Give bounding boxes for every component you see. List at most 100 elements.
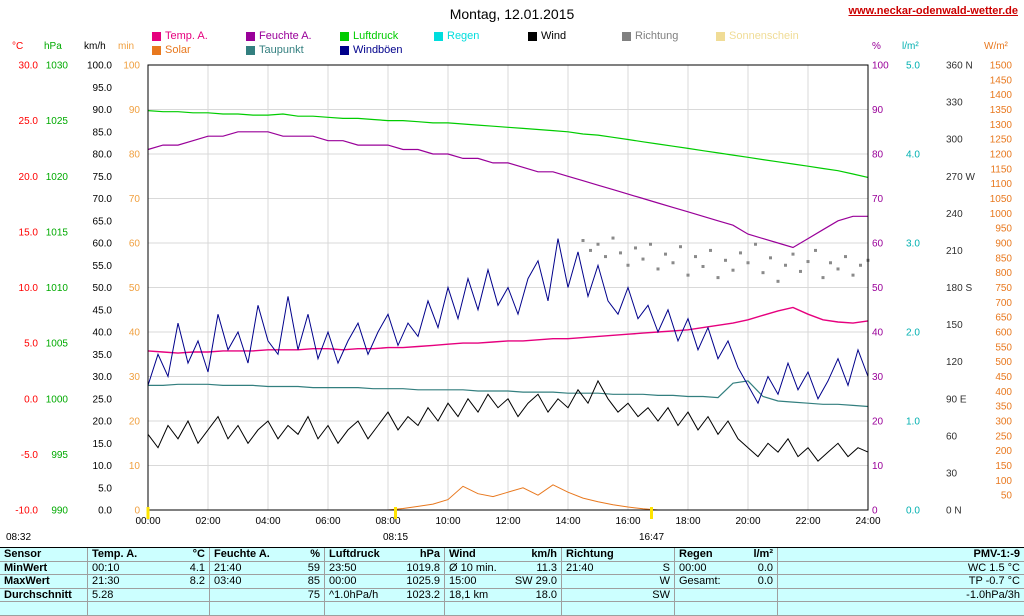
chart-text: 16:47 (639, 532, 664, 543)
legend-label: Wind (541, 30, 567, 42)
chart-text: 1350 (990, 105, 1013, 116)
direction-point (776, 279, 780, 283)
chart-text: 95.0 (93, 83, 113, 94)
chart-text: 350 (995, 402, 1012, 413)
chart-text: 270 W (946, 172, 975, 183)
table-header-sensor: Sensor (0, 548, 88, 562)
chart-text: 25.0 (93, 394, 113, 405)
chart-text: 80 (872, 150, 884, 161)
legend-row-1: Temp. A. Feuchte A. Luftdruck Regen Wind Rich… (152, 30, 810, 42)
weather-chart: 30.025.020.015.010.05.00.0-5.0-10.0°C103… (6, 41, 1013, 543)
chart-text: 15.0 (93, 439, 113, 450)
chart-text: 1500 (990, 61, 1013, 72)
table-filler-cell (562, 602, 675, 616)
table-cell-maxwert-0: 21:30 8.2 (88, 575, 210, 589)
chart-text: 55.0 (93, 261, 113, 272)
chart-text: 150 (995, 461, 1012, 472)
chart-text: 75.0 (93, 172, 113, 183)
chart-text: 1200 (990, 150, 1013, 161)
chart-text: 450 (995, 372, 1012, 383)
chart-text: 990 (51, 506, 68, 517)
chart-text: 250 (995, 431, 1012, 442)
chart-text: 20:00 (735, 516, 760, 527)
table-filler-cell (88, 602, 210, 616)
chart-text: 35.0 (93, 350, 113, 361)
chart-text: 50 (1001, 491, 1013, 502)
chart-text: 50 (129, 283, 141, 294)
chart-text: 850 (995, 253, 1012, 264)
chart-text: 50.0 (93, 283, 113, 294)
chart-text: 40 (872, 328, 884, 339)
chart-text: 1150 (990, 164, 1012, 175)
direction-point (851, 273, 855, 277)
page-title: Montag, 12.01.2015 (449, 6, 575, 22)
chart-text: 650 (995, 313, 1012, 324)
table-filler-cell (675, 602, 778, 616)
series-temp-a- (147, 306, 869, 354)
chart-text: 04:00 (255, 516, 280, 527)
legend-label: Windböen (353, 44, 403, 56)
table-header-col-1: Feuchte A.% (210, 548, 325, 562)
table-header-col-5: Regen l/m² (675, 548, 778, 562)
chart-text: 30 (872, 372, 884, 383)
chart-text: 10.0 (19, 283, 39, 294)
legend-item-regen: Regen (434, 30, 528, 42)
chart-text: 00:00 (135, 516, 160, 527)
table-header-col-2: Luftdruck hPa (325, 548, 445, 562)
chart-text: 08:32 (6, 532, 31, 543)
direction-point (829, 261, 832, 265)
chart-text: 70.0 (93, 194, 113, 205)
chart-text: 60 (872, 239, 884, 250)
table-filler-cell (210, 602, 325, 616)
chart-text: 90 (129, 105, 141, 116)
chart-text: 100 (872, 61, 889, 72)
chart-text: 14:00 (555, 516, 580, 527)
chart-text: 25.0 (19, 116, 39, 127)
chart-text: 40.0 (93, 328, 113, 339)
chart-text: 3.0 (906, 239, 920, 250)
stats-table: Sensor Temp. A. °C Feuchte A.% Luftdruck hPa W… (0, 547, 1024, 616)
website-link[interactable]: www.neckar-odenwald-wetter.de (848, 5, 1018, 17)
series-luftdruck (147, 110, 869, 178)
chart-text: 70 (872, 194, 884, 205)
chart-text: 600 (995, 328, 1012, 339)
chart-text: 85.0 (93, 127, 113, 138)
legend-item-windb-en: Windböen (340, 44, 434, 56)
chart-text: 0 (134, 506, 140, 517)
chart-text: km/h (84, 41, 106, 52)
direction-point (784, 263, 787, 267)
direction-point (709, 248, 712, 252)
chart-text: 30 (129, 372, 141, 383)
sun-marker (650, 507, 653, 519)
direction-point (799, 269, 802, 273)
legend-item-wind: Wind (528, 30, 622, 42)
chart-text: 5.0 (24, 339, 38, 350)
chart-text: 90.0 (93, 105, 113, 116)
chart-text: 10 (872, 461, 884, 472)
chart-text: 200 (995, 446, 1012, 457)
direction-point (814, 248, 817, 252)
chart-text: 1025 (46, 116, 69, 127)
chart-text: 300 (946, 135, 963, 146)
legend-item-temp-a-: Temp. A. (152, 30, 246, 42)
chart-text: 0.0 (24, 394, 38, 405)
direction-point (724, 258, 727, 262)
chart-text: 20.0 (19, 172, 39, 183)
chart-text: 800 (995, 268, 1012, 279)
direction-point (664, 252, 667, 256)
direction-point (604, 255, 607, 259)
table-cell-maxwert-5: Gesamt: 0.0 (675, 575, 778, 589)
chart-text: 08:15 (383, 532, 408, 543)
direction-point (701, 264, 705, 268)
table-cell-durchschnitt-5 (675, 588, 778, 602)
direction-point (589, 248, 592, 252)
direction-point (739, 251, 742, 255)
direction-point (671, 261, 675, 265)
series-feuchte-a- (147, 131, 868, 249)
chart-text: 100 (123, 61, 140, 72)
legend-item-richtung: Richtung (622, 30, 716, 42)
table-cell-minwert-5: 00:00 0.0 (675, 561, 778, 575)
direction-point (761, 271, 765, 275)
table-cell-minwert-0: 00:10 4.1 (88, 561, 210, 575)
table-cell-minwert-6: WC 1.5 °C (778, 562, 1024, 575)
